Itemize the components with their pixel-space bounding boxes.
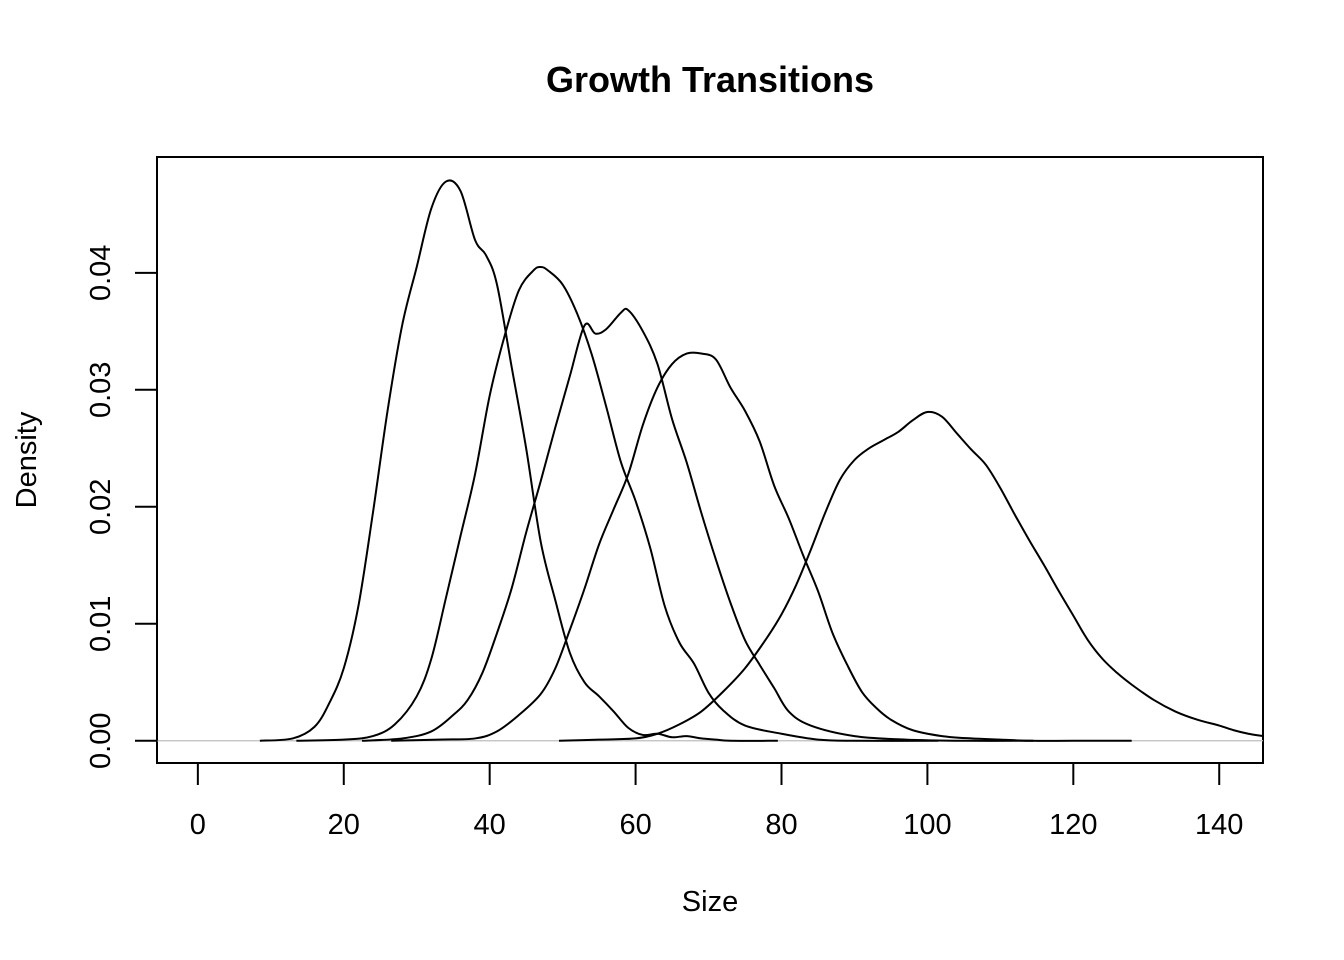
x-tick-label: 60	[619, 809, 651, 841]
x-axis: 0 20 40 60 80 100 120 140	[190, 762, 1243, 841]
x-axis-label: Size	[682, 886, 738, 918]
y-tick-label: 0.01	[85, 596, 117, 652]
x-tick-label: 80	[765, 809, 797, 841]
x-tick-label: 40	[474, 809, 506, 841]
density-curve-3	[361, 307, 1034, 742]
y-axis: 0.00 0.01 0.02 0.03 0.04	[85, 245, 158, 769]
x-tick-label: 140	[1195, 809, 1243, 841]
chart-title: Growth Transitions	[546, 59, 874, 100]
density-curve-5	[558, 410, 1263, 742]
y-axis-label: Density	[11, 411, 43, 508]
density-curve-1	[259, 179, 778, 742]
y-tick-label: 0.04	[85, 245, 117, 301]
density-curve-4	[391, 351, 1132, 742]
y-tick-label: 0.03	[85, 362, 117, 418]
y-tick-label: 0.00	[85, 713, 117, 769]
density-curve-2	[296, 265, 939, 742]
density-curves	[259, 179, 1263, 742]
y-tick-label: 0.02	[85, 479, 117, 535]
x-tick-label: 120	[1049, 809, 1097, 841]
x-tick-label: 100	[903, 809, 951, 841]
x-tick-label: 0	[190, 809, 206, 841]
plot-frame	[156, 156, 1264, 764]
x-tick-label: 20	[328, 809, 360, 841]
